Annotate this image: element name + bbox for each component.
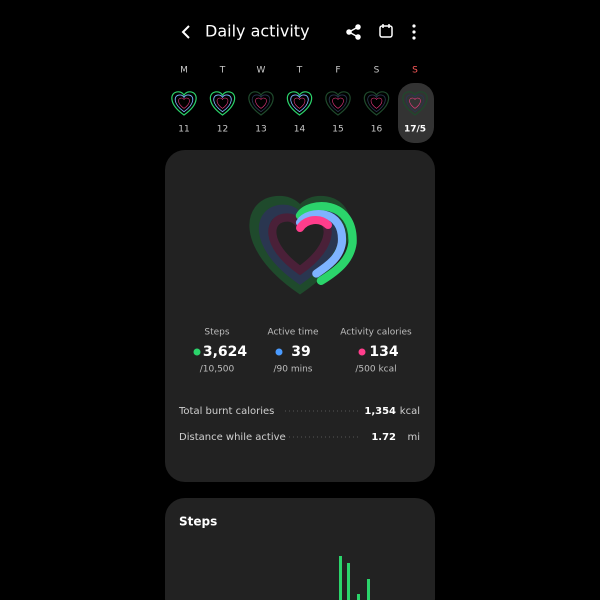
stats: Steps 3,624/10,500 Active time 39/90 mins Ac… — [193, 328, 412, 375]
day-letter: T — [296, 66, 303, 76]
day-heart — [209, 91, 236, 116]
day-date: 11 — [178, 125, 189, 135]
stat-label: Active time — [267, 328, 318, 338]
day-date: 12 — [217, 125, 228, 135]
steps-card[interactable] — [165, 498, 435, 600]
day-heart — [363, 91, 390, 116]
day-heart — [248, 91, 274, 116]
summary-rows: Total burnt calories kcal 1,354 Distance wh… — [178, 406, 420, 443]
page-title: Daily activity — [205, 22, 310, 41]
stat-label: Steps — [204, 328, 229, 338]
more-button[interactable] — [412, 24, 416, 40]
stat-value: 39 — [291, 344, 310, 360]
row-unit: mi — [407, 432, 420, 443]
calendar-button[interactable] — [379, 24, 393, 38]
stat-goal: /90 mins — [273, 365, 312, 375]
day-heart — [171, 91, 197, 116]
day-date: 15 — [332, 125, 343, 135]
row-value: 1.72 — [371, 432, 396, 443]
day-heart — [286, 91, 313, 116]
row-value: 1,354 — [364, 406, 396, 417]
row-unit: kcal — [400, 406, 420, 417]
stat-icon — [275, 348, 283, 356]
day-heart — [325, 91, 351, 116]
day-letter: M — [180, 66, 188, 76]
day-date: 14 — [294, 125, 306, 135]
day-letter: T — [219, 66, 226, 76]
stat-value: 134 — [369, 344, 398, 360]
back-button[interactable] — [181, 25, 190, 39]
day-letter: W — [257, 66, 266, 76]
stat-value: 3,624 — [203, 344, 248, 360]
share-button[interactable] — [346, 24, 361, 40]
stat-goal: /10,500 — [200, 365, 235, 375]
day-letter: S — [412, 66, 418, 76]
day-letter: S — [374, 66, 380, 76]
stat-label: Activity calories — [340, 328, 412, 338]
activity-card — [165, 150, 435, 482]
day-date: 16 — [371, 125, 383, 135]
day-letter: F — [335, 66, 340, 76]
day-date: 17/5 — [404, 125, 426, 135]
selected-day — [398, 83, 434, 143]
stat-icon — [358, 348, 366, 356]
day-date: 13 — [255, 125, 266, 135]
activity-heart — [256, 202, 357, 286]
stat-goal: /500 kcal — [355, 365, 396, 375]
week-strip: M 11 T 12 W 13 T 14 F 15 S 16 S 17/5 — [171, 66, 428, 135]
row-label: Total burnt calories — [178, 406, 274, 417]
steps-title: Steps — [179, 515, 217, 529]
row-label: Distance while active — [179, 432, 286, 443]
stat-icon — [193, 348, 201, 356]
steps-chart — [339, 556, 370, 600]
